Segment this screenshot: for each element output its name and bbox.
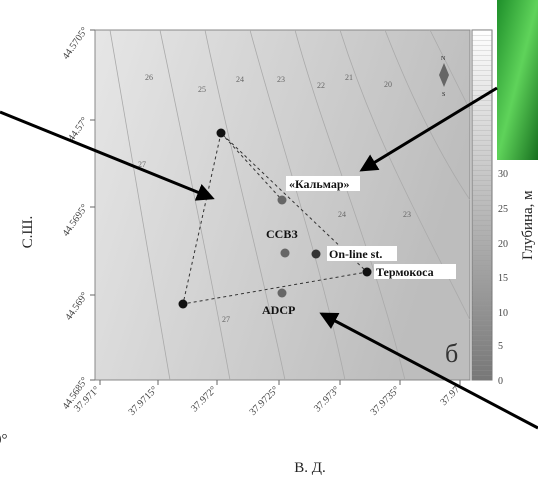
- lat-tick-label: 44.5695°: [61, 202, 91, 238]
- corner-label: 0°: [0, 432, 8, 448]
- lon-tick-label: 37.97: [438, 384, 462, 408]
- colorbar-tick: 25: [498, 204, 508, 215]
- map-area: 26 25 24 23 22 21 20 27 24 23 27 «Кальма…: [94, 29, 471, 381]
- contour-label: 26: [145, 73, 153, 82]
- colorbar-lines: [472, 30, 492, 380]
- lat-tick-label: 44.569°: [63, 290, 90, 322]
- lon-tick-label: 37.9725°: [248, 384, 282, 418]
- contour-label: 21: [345, 73, 353, 82]
- station-label: On-line st.: [329, 247, 382, 261]
- compass-n: N: [441, 56, 446, 62]
- contour-label: 27: [138, 160, 146, 169]
- station-point: [277, 288, 287, 298]
- x-axis-label: В. Д.: [294, 460, 326, 476]
- label-bg: [327, 246, 397, 261]
- station-label: ADCP: [262, 303, 295, 317]
- contours: [109, 29, 471, 381]
- station-label: ССВЗ: [266, 227, 298, 241]
- colorbar-tick: 10: [498, 308, 508, 319]
- colorbar-tick: 20: [498, 239, 508, 250]
- contour-label: 24: [236, 75, 244, 84]
- colorbar-tick: 5: [498, 341, 503, 352]
- photo-inset: [497, 0, 538, 160]
- contour-label: 27: [222, 315, 230, 324]
- compass-s: S: [442, 92, 445, 98]
- arrows: [0, 86, 538, 430]
- contour-label: 24: [338, 210, 346, 219]
- colorbar: 30 25 20 15 10 5 0 Глубина, м: [471, 29, 536, 387]
- label-bg: [286, 176, 360, 191]
- colorbar-tick: 0: [498, 376, 503, 387]
- contour-label: 22: [317, 81, 325, 90]
- station-point: [216, 128, 226, 138]
- lat-tick-label: 44.5705°: [61, 25, 91, 61]
- lon-ticks: 37.971° 37.9715° 37.972° 37.9725° 37.973° 37.…: [72, 380, 462, 418]
- contour-label: 23: [277, 75, 285, 84]
- station-point: [362, 267, 372, 277]
- contour-label: 23: [403, 210, 411, 219]
- station-point: [277, 195, 287, 205]
- contour-label: 20: [384, 80, 392, 89]
- station-point: [311, 249, 321, 259]
- panel-label: б: [445, 339, 458, 368]
- station-point: [178, 299, 188, 309]
- lon-tick-label: 37.9715°: [127, 384, 161, 418]
- lon-tick-label: 37.9735°: [369, 384, 403, 418]
- colorbar-tick: 30: [498, 169, 508, 180]
- station-label: Термокоса: [376, 265, 434, 279]
- lon-tick-label: 37.973°: [312, 384, 342, 414]
- lon-tick-label: 37.972°: [189, 384, 219, 414]
- colorbar-label: Глубина, м: [520, 190, 536, 260]
- station-label: «Кальмар»: [289, 177, 350, 191]
- lat-ticks: 44.5705°44.57°44.5695°44.569°44.5685°: [61, 25, 95, 412]
- colorbar-tick: 15: [498, 273, 508, 284]
- map-frame: [94, 29, 471, 381]
- label-bg: [374, 264, 456, 279]
- station-point: [280, 248, 290, 258]
- survey-lines: [182, 132, 369, 305]
- contour-label: 25: [198, 85, 206, 94]
- y-axis-label: С.Ш.: [20, 216, 36, 249]
- compass: N S: [439, 56, 449, 98]
